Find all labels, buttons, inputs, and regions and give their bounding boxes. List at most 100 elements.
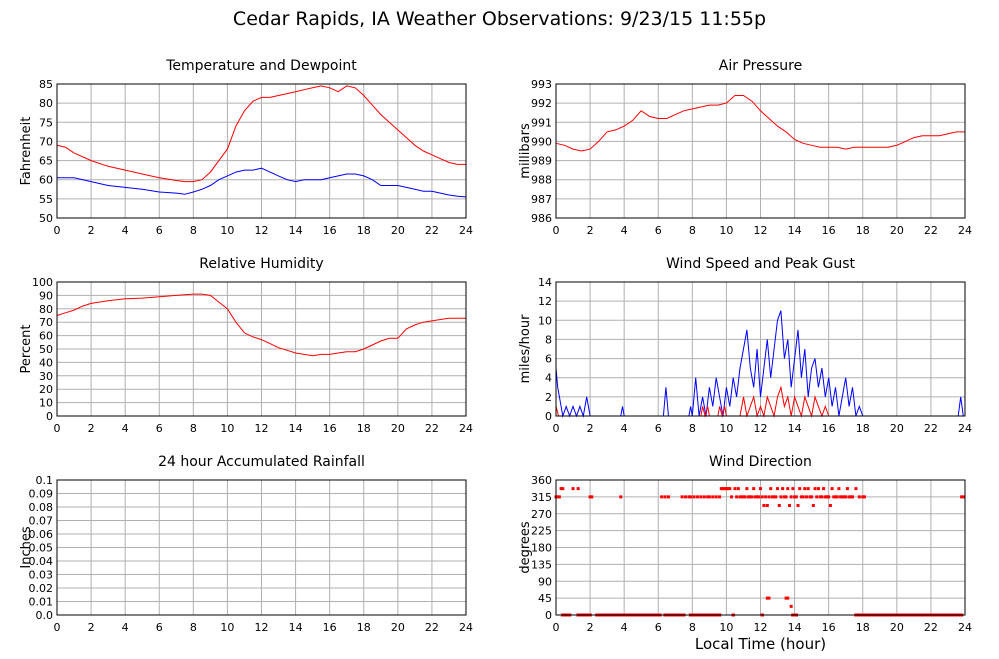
press-series-0-line <box>555 95 965 152</box>
dir-point <box>588 495 592 499</box>
dir-point <box>762 504 766 507</box>
dir-point <box>801 495 805 499</box>
dir-ytick-label: 0 <box>545 609 552 622</box>
dir-point <box>822 487 826 491</box>
dir-point <box>791 487 795 491</box>
dir-xtick-label: 24 <box>958 621 972 634</box>
dir-point <box>862 495 866 499</box>
dir-point <box>961 495 965 499</box>
wind-xtick-label: 4 <box>621 422 628 435</box>
rh-plot-frame <box>56 281 467 417</box>
dir-point <box>779 495 783 499</box>
dir-point <box>784 495 788 499</box>
rain-ytick-label: 0.06 <box>29 528 54 541</box>
dir-point <box>808 495 812 499</box>
dir-point <box>818 495 822 499</box>
dir-point <box>806 487 810 491</box>
dir-xtick-label: 4 <box>621 621 628 634</box>
wind-ytick-label: 4 <box>545 372 552 385</box>
press-xtick-label: 22 <box>924 224 938 237</box>
wind-xtick-label: 14 <box>788 422 802 435</box>
dir-point <box>736 487 740 491</box>
dir-point <box>769 487 773 491</box>
press-xtick-label: 8 <box>689 224 696 237</box>
dir-point <box>840 495 844 499</box>
rh-xtick-label: 4 <box>122 422 129 435</box>
temp-plot-frame <box>56 83 467 219</box>
rain-ytick-label: 0.08 <box>29 501 54 514</box>
wind-xtick-label: 20 <box>890 422 904 435</box>
dir-point <box>861 495 865 499</box>
dir-ytick-label: 180 <box>531 542 552 555</box>
wind-ytick-label: 0 <box>545 410 552 423</box>
temp-xtick-label: 14 <box>289 224 303 237</box>
rh-ytick-label: 20 <box>39 383 53 396</box>
dir-point <box>687 495 691 499</box>
rain-ytick-label: 0.07 <box>29 515 54 528</box>
rain-ytick-label: 0.03 <box>29 569 54 582</box>
dir-point <box>750 495 754 499</box>
rain-ytick-label: 0.05 <box>29 542 54 555</box>
temp-xtick-label: 12 <box>255 224 269 237</box>
dir-ytick-label: 225 <box>531 525 552 538</box>
rain-ytick-label: 0.09 <box>29 488 54 501</box>
press-ytick-label: 987 <box>531 193 552 206</box>
dir-point <box>793 495 797 499</box>
rh-xtick-label: 6 <box>156 422 163 435</box>
dir-xtick-label: 8 <box>689 621 696 634</box>
dir-point <box>799 495 803 499</box>
rain-ytick-label: 0.01 <box>29 596 54 609</box>
dir-xlabel: Local Time (hour) <box>695 635 826 653</box>
press-ytick-label: 988 <box>531 174 552 187</box>
dir-point <box>777 504 781 507</box>
dir-xtick-label: 16 <box>822 621 836 634</box>
rain-xtick-label: 24 <box>459 621 473 634</box>
dir-point <box>724 487 728 491</box>
dir-point <box>772 495 776 499</box>
wind-xtick-label: 2 <box>587 422 594 435</box>
dir-point <box>660 495 664 499</box>
rain-xtick-label: 2 <box>88 621 95 634</box>
dir-point <box>782 495 786 499</box>
dir-point <box>786 487 790 491</box>
dir-point <box>767 596 771 600</box>
dir-xtick-label: 2 <box>587 621 594 634</box>
dir-point <box>571 487 575 491</box>
dir-point <box>828 504 832 507</box>
rain-plot-frame <box>56 479 467 616</box>
dir-point <box>706 495 710 499</box>
dir-point <box>726 487 730 491</box>
temp-chart-title: Temperature and Dewpoint <box>165 58 357 74</box>
press-ytick-label: 990 <box>531 135 552 148</box>
wind-xtick-label: 22 <box>924 422 938 435</box>
rain-ytick-label: 0.1 <box>36 474 54 487</box>
dir-point <box>689 495 693 499</box>
wind-xtick-label: 24 <box>958 422 972 435</box>
wind-ytick-label: 2 <box>545 391 552 404</box>
rain-ytick-label: 0.02 <box>29 582 54 595</box>
temp-xtick-label: 0 <box>54 224 61 237</box>
wind-ytick-label: 6 <box>545 353 552 366</box>
wind-xtick-label: 12 <box>754 422 768 435</box>
dir-point <box>787 504 791 507</box>
rain-ylabel: Inches <box>19 526 34 568</box>
dir-point <box>770 495 774 499</box>
dir-point <box>707 495 711 499</box>
dir-point <box>718 495 722 499</box>
rh-xtick-label: 16 <box>323 422 337 435</box>
dir-point <box>765 504 769 507</box>
rain-xtick-label: 12 <box>255 621 269 634</box>
dir-point <box>816 487 820 491</box>
rh-xtick-label: 2 <box>88 422 95 435</box>
dir-point <box>745 487 749 491</box>
dir-plot-frame <box>555 479 966 616</box>
temp-ytick-label: 60 <box>39 174 53 187</box>
dir-point <box>741 495 745 499</box>
dir-ytick-label: 135 <box>531 558 552 571</box>
rain-xtick-label: 20 <box>391 621 405 634</box>
temp-xtick-label: 6 <box>156 224 163 237</box>
temp-ytick-label: 50 <box>39 212 53 225</box>
dir-point <box>764 495 768 499</box>
dir-point <box>837 487 841 491</box>
wind-ylabel: miles/hour <box>518 314 533 383</box>
